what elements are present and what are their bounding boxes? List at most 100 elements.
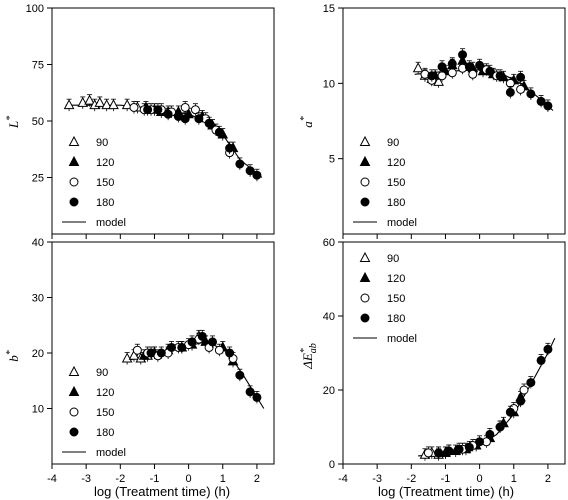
data-point [412,62,424,73]
data-point [180,102,190,112]
data-point [84,94,95,105]
data-point [156,348,166,358]
data-point [108,99,119,110]
data-point [444,446,454,456]
data-point [543,101,553,111]
data-point [146,348,156,358]
data-point [177,342,187,352]
data-point [121,352,133,363]
data-point [437,62,447,72]
legend-marker [359,251,371,262]
data-point [132,345,142,355]
legend-marker [68,385,80,396]
y-tick-label: 60 [323,237,335,249]
legend-marker [359,155,371,166]
x-tick-label: 0 [477,473,483,485]
data-point [167,342,177,352]
legend-label: 150 [96,407,114,419]
data-point [475,437,485,447]
x-tick-label: -3 [81,473,91,485]
legend-model-label: model [96,217,126,229]
data-point [128,349,140,360]
data-point [458,50,468,60]
plot-frame [342,7,566,235]
x-axis-label-left: log (Treatment time) (h) [94,484,230,499]
legend-label: 90 [96,137,108,149]
series-150 [423,383,529,459]
legend: 90 120 150 180 model [353,135,417,229]
x-tick-label: -2 [115,473,125,485]
data-point [519,385,529,395]
series-180 [143,103,262,182]
data-point [101,99,112,110]
legend-model-label: model [96,447,126,459]
data-point [427,71,437,81]
x-tick-label: 1 [511,473,517,485]
x-tick-label: 2 [254,473,260,485]
data-point [252,170,262,180]
data-point [485,66,495,76]
data-point [235,159,245,169]
data-point [204,118,214,128]
legend-marker [69,197,79,207]
legend-label: 150 [387,293,405,305]
y-tick-label: 5 [329,154,335,166]
data-point [526,89,536,99]
data-point [252,392,262,402]
data-point [516,72,526,82]
data-point [190,105,200,115]
x-tick-label: 1 [220,473,226,485]
legend-label: 180 [96,427,114,439]
data-point [495,422,505,432]
legend-marker [359,271,371,282]
y-axis-label: b* [5,350,21,362]
x-tick-label: -3 [372,473,382,485]
data-point [245,387,255,397]
data-point [516,396,526,406]
x-tick-label: -2 [406,473,416,485]
y-tick-label: 75 [32,60,44,72]
chart-panel-L: 25 50 75 100 L* 90 120 150 180 model [5,3,275,239]
data-point [437,71,447,81]
data-point [423,448,433,458]
y-tick-label: 50 [32,116,44,128]
data-point [536,355,546,365]
data-point [447,68,457,78]
data-point [63,99,75,110]
data-point [225,348,235,358]
chart-panel-b: -4 -3 -2 -1 0 1 2 10 20 30 40 b* 90 120 150 180 model [5,237,275,485]
data-point [235,370,245,380]
series-180 [146,329,262,404]
plot-frame [342,241,566,465]
data-point [454,444,464,454]
y-axis-label: L* [5,116,21,129]
data-point [526,378,536,388]
x-tick-label: -4 [47,473,57,485]
legend: 90 120 150 180 model [353,251,417,345]
y-tick-label: 25 [32,173,44,185]
y-tick-label: 0 [329,459,335,471]
data-point [543,344,553,354]
legend-label: 90 [387,253,399,265]
data-point [495,71,505,81]
data-point [121,99,133,110]
data-point [434,448,444,458]
chart-panel-a: 5 10 15 a* 90 120 150 180 model [299,3,566,239]
series-90 [63,94,143,114]
plot-frame [51,7,275,235]
y-tick-label: 30 [32,293,44,305]
legend-label: 120 [96,387,114,399]
y-tick-label: 15 [323,3,335,15]
legend-marker [68,155,80,166]
legend-marker [360,313,370,323]
legend-marker [360,197,370,207]
y-tick-label: 10 [323,78,335,90]
data-point [464,442,474,452]
y-tick-label: 20 [323,385,335,397]
data-point [505,87,515,97]
x-tick-label: 2 [545,473,551,485]
data-point [447,59,457,69]
y-tick-label: 20 [32,348,44,360]
legend-marker [68,135,80,146]
